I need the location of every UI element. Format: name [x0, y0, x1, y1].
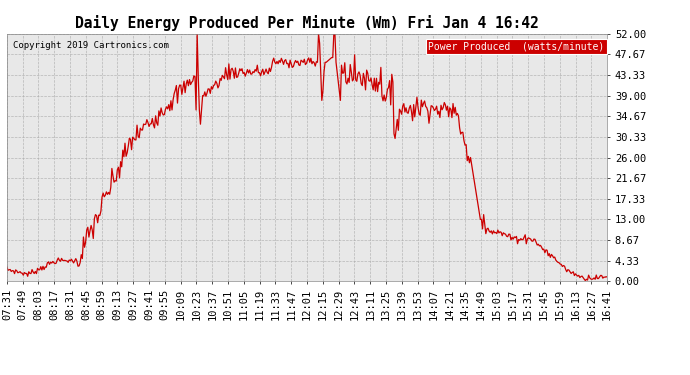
- Title: Daily Energy Produced Per Minute (Wm) Fri Jan 4 16:42: Daily Energy Produced Per Minute (Wm) Fr…: [75, 15, 539, 31]
- Text: Copyright 2019 Cartronics.com: Copyright 2019 Cartronics.com: [13, 41, 169, 50]
- Text: Power Produced  (watts/minute): Power Produced (watts/minute): [428, 41, 604, 51]
